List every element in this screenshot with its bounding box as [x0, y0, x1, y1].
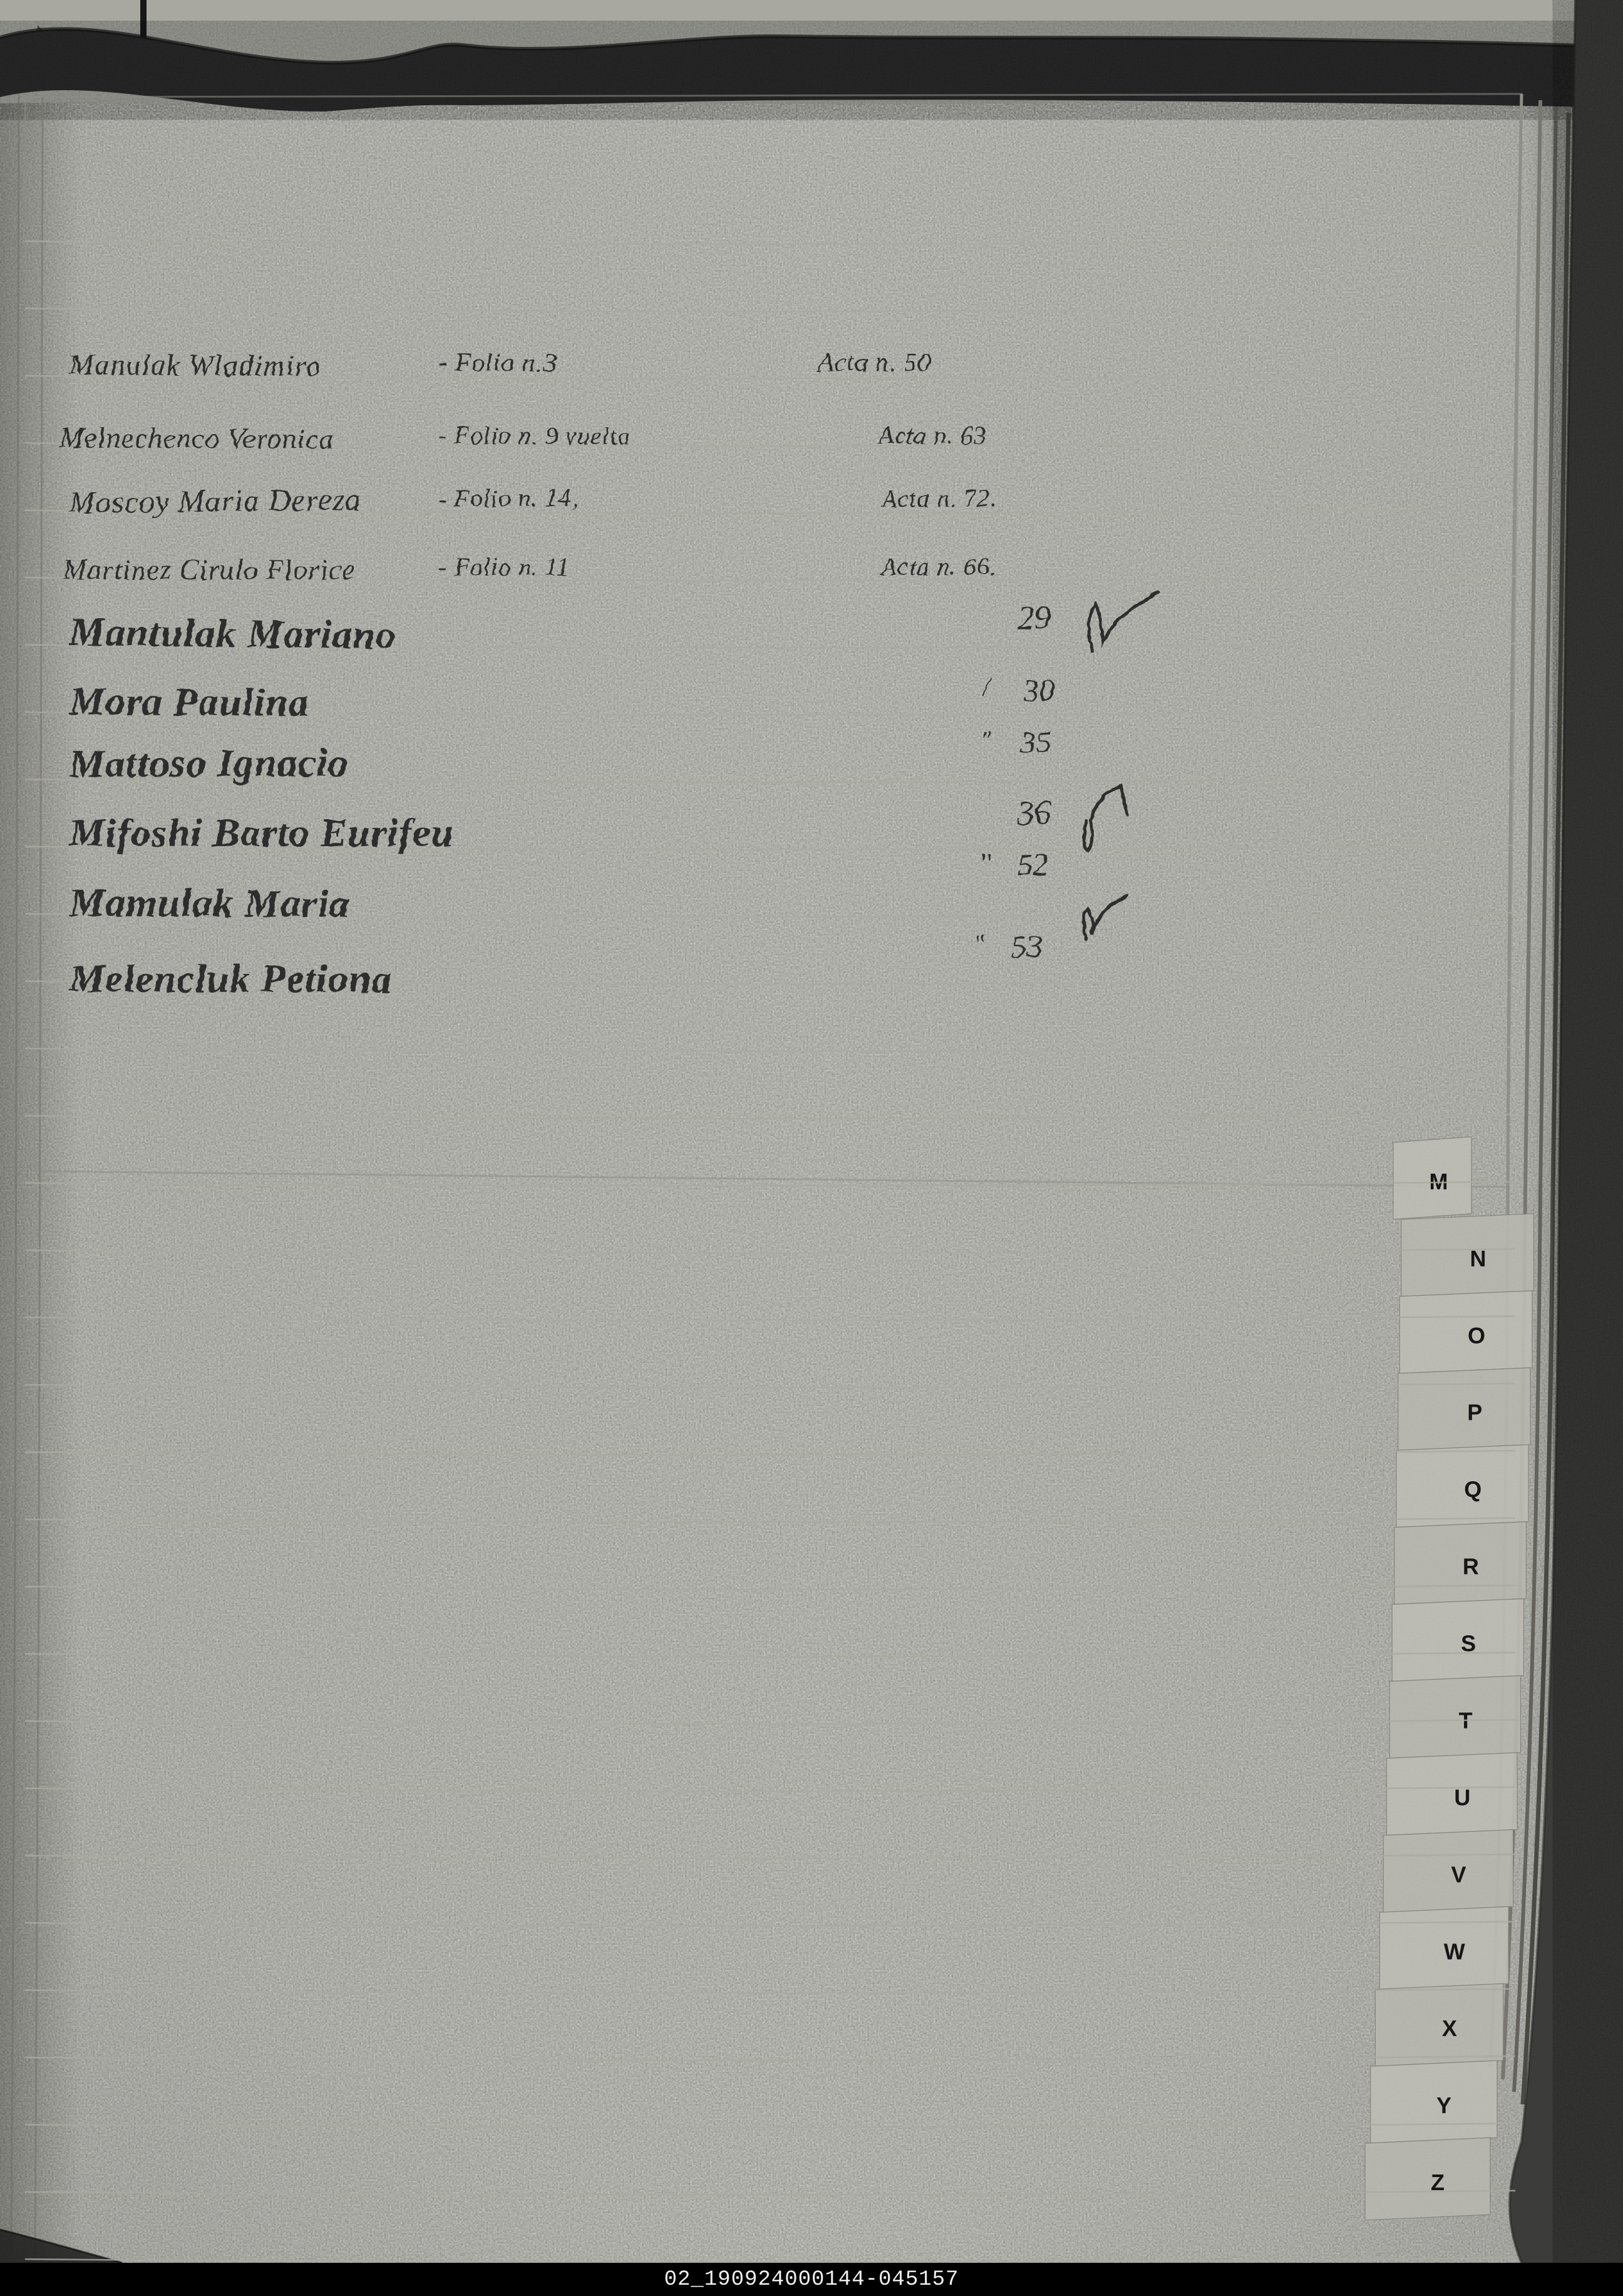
svg-text:52: 52 [1016, 846, 1049, 882]
svg-text:36: 36 [1016, 793, 1051, 832]
svg-text:W: W [1444, 1938, 1465, 1964]
svg-text:Q: Q [1464, 1477, 1481, 1502]
svg-text:R: R [1463, 1554, 1479, 1580]
svg-text:Mantulak Mariano: Mantulak Mariano [68, 609, 397, 657]
svg-text:P: P [1467, 1400, 1482, 1425]
svg-text:": " [980, 848, 991, 876]
svg-text:X: X [1442, 2015, 1457, 2041]
svg-text:- Folio n. 14,: - Folio n. 14, [438, 484, 579, 513]
svg-text:29: 29 [1016, 598, 1051, 637]
svg-text:53: 53 [1011, 928, 1043, 964]
svg-text:Mora Paulina: Mora Paulina [68, 679, 309, 725]
svg-text:- Folio n. 11: - Folio n. 11 [438, 552, 570, 581]
svg-text:Acta n. 72.: Acta n. 72. [880, 484, 997, 513]
svg-text:Melencluk Petiona: Melencluk Petiona [68, 956, 393, 1001]
svg-text:O: O [1468, 1323, 1485, 1348]
svg-text:02_190924000144-045157: 02_190924000144-045157 [664, 2268, 959, 2292]
svg-text:Manulak Wladimiro: Manulak Wladimiro [68, 348, 321, 383]
svg-text:Martinez Cirulo Florice: Martinez Cirulo Florice [62, 554, 356, 586]
svg-text:Acta n. 63: Acta n. 63 [877, 421, 987, 450]
svg-text:Acta n. 50: Acta n. 50 [816, 348, 932, 378]
svg-text:Mattoso Ignacio: Mattoso Ignacio [68, 740, 349, 786]
svg-text:Moscoy Maria Dereza: Moscoy Maria Dereza [68, 482, 362, 520]
svg-text:": " [980, 726, 991, 754]
svg-text:Y: Y [1436, 2092, 1451, 2118]
svg-text:30: 30 [1022, 672, 1055, 708]
svg-text:- Folio n. 9 vuelta: - Folio n. 9 vuelta [438, 421, 631, 450]
svg-text:V: V [1451, 1861, 1466, 1887]
svg-text:Acta n. 66.: Acta n. 66. [880, 552, 997, 581]
svg-text:Mamulak Maria: Mamulak Maria [68, 880, 350, 926]
svg-text:": " [974, 929, 984, 958]
svg-text:Mifoshi Barto Eurifeu: Mifoshi Barto Eurifeu [68, 810, 454, 855]
svg-text:35: 35 [1019, 724, 1052, 760]
svg-text:M: M [1430, 1169, 1448, 1194]
svg-text:- Folio n.3: - Folio n.3 [438, 348, 557, 378]
svg-text:Melnechenco Veronica: Melnechenco Veronica [59, 421, 334, 455]
